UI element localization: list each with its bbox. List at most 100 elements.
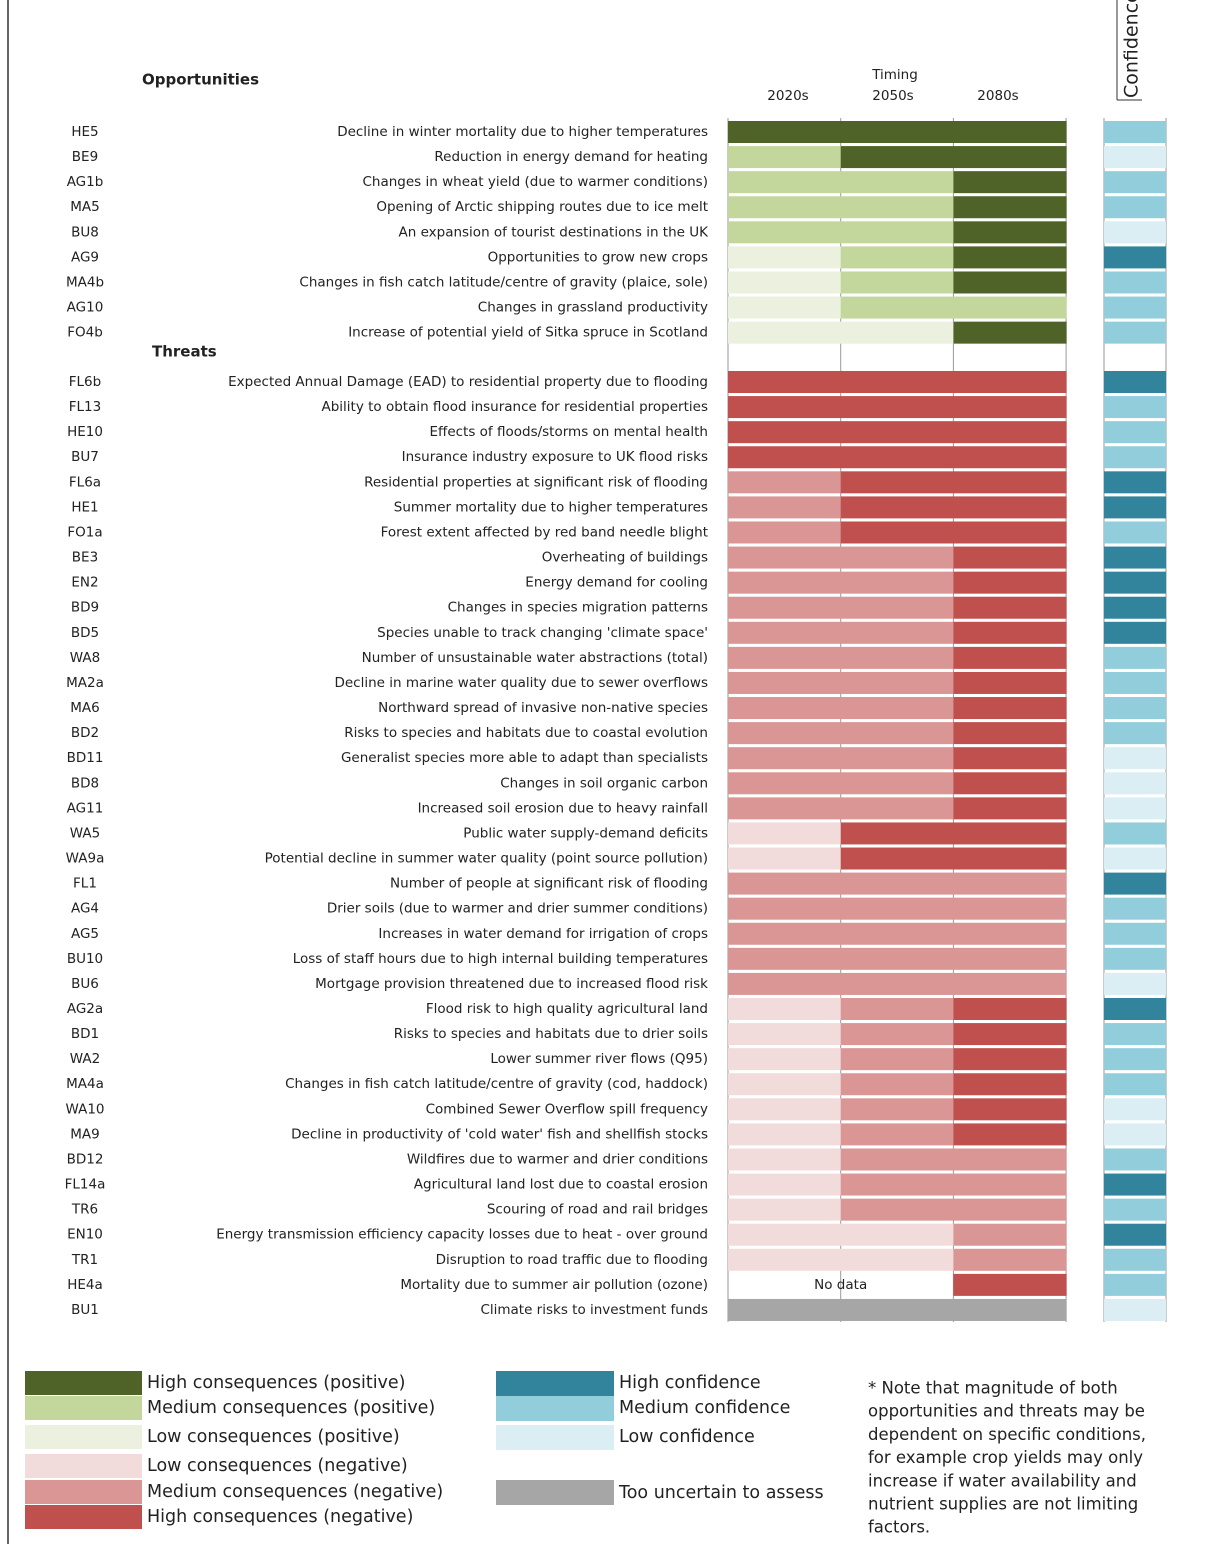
row-code: HE1 (71, 499, 98, 515)
timing-cell (840, 897, 954, 920)
legend-swatch (25, 1425, 142, 1449)
row-code: WA9a (66, 851, 105, 867)
timing-cell (953, 822, 1067, 845)
timing-cell (840, 998, 954, 1020)
legend-label: Low consequences (positive) (147, 1427, 400, 1447)
confidence-cell (1104, 171, 1166, 194)
timing-cell (953, 671, 1067, 694)
row-label: Increased soil erosion due to heavy rain… (418, 800, 708, 816)
row-label: Potential decline in summer water qualit… (265, 851, 708, 867)
legend-swatch (496, 1371, 614, 1396)
timing-cell (840, 1298, 954, 1321)
row-code: BD2 (71, 725, 99, 741)
timing-cell (953, 121, 1067, 143)
legend-label: Too uncertain to assess (618, 1483, 824, 1503)
confidence-cell (1104, 747, 1166, 770)
legend-label: Medium consequences (negative) (147, 1482, 443, 1502)
confidence-cell (1104, 847, 1166, 870)
timing-cell (953, 1248, 1067, 1271)
timing-cell (953, 922, 1067, 945)
timing-cell (840, 697, 954, 720)
timing-cell (840, 1023, 954, 1046)
timing-cell (728, 947, 842, 970)
timing-cell (840, 221, 954, 244)
row-code: FL6b (69, 374, 101, 390)
timing-cell (953, 1273, 1067, 1296)
timing-cell (728, 722, 842, 745)
timing-cell (728, 797, 842, 820)
row-code: BE3 (72, 550, 98, 566)
timing-cell (840, 471, 954, 494)
timing-heading: Timing (871, 67, 918, 83)
timing-cell (728, 772, 842, 795)
timing-cell (953, 246, 1067, 269)
timing-cell (728, 496, 842, 519)
timing-cell (953, 1023, 1067, 1046)
confidence-cell (1104, 1223, 1166, 1246)
row-code: FL14a (65, 1177, 106, 1193)
row-code: AG5 (71, 926, 99, 942)
row-code: BU7 (71, 449, 99, 465)
row-label: Changes in species migration patterns (448, 600, 708, 616)
row-code: FL13 (69, 399, 101, 415)
legend-label: Medium consequences (positive) (147, 1398, 435, 1418)
timing-cell (840, 922, 954, 945)
row-code: BD12 (67, 1151, 104, 1167)
timing-cell (728, 847, 842, 870)
confidence-cell (1104, 797, 1166, 820)
confidence-cell (1104, 521, 1166, 544)
timing-cell (840, 296, 954, 319)
timing-cell (728, 697, 842, 720)
timing-cell (840, 271, 954, 294)
confidence-cell (1104, 246, 1166, 269)
timing-cell (840, 1223, 954, 1246)
timing-cell (840, 671, 954, 694)
note-line: dependent on specific conditions, (868, 1425, 1146, 1444)
timing-cell (953, 772, 1067, 795)
row-code: BE9 (72, 149, 98, 165)
period-heading: 2080s (977, 88, 1018, 104)
confidence-cell (1104, 471, 1166, 494)
timing-cell (728, 121, 842, 143)
confidence-cell (1104, 671, 1166, 694)
timing-cell (728, 972, 842, 995)
row-label: Overheating of buildings (542, 550, 708, 566)
timing-cell (840, 772, 954, 795)
timing-cell (953, 221, 1067, 244)
row-code: BD9 (71, 600, 99, 616)
note-line: nutrient supplies are not limiting (868, 1495, 1138, 1514)
timing-cell (728, 646, 842, 669)
row-label: Generalist species more able to adapt th… (341, 750, 708, 766)
timing-cell (840, 1198, 954, 1221)
timing-cell (728, 396, 842, 419)
legend-swatch (496, 1425, 614, 1450)
timing-cell (840, 521, 954, 544)
timing-cell (840, 421, 954, 444)
timing-cell (953, 171, 1067, 194)
row-label: Forest extent affected by red band needl… (381, 524, 708, 540)
timing-cell (840, 621, 954, 644)
timing-cell (728, 421, 842, 444)
confidence-cell (1104, 972, 1166, 995)
row-code: BU10 (67, 951, 103, 967)
row-code: BU8 (71, 224, 99, 240)
row-code: MA6 (70, 700, 99, 716)
legend-swatch (496, 1480, 614, 1505)
timing-cell (728, 747, 842, 770)
timing-cell (840, 1248, 954, 1271)
row-label: Public water supply-demand deficits (463, 825, 708, 841)
row-label: Lower summer river flows (Q95) (490, 1051, 708, 1067)
timing-cell (728, 1248, 842, 1271)
row-label: Increase of potential yield of Sitka spr… (348, 325, 708, 341)
row-code: MA5 (70, 199, 99, 215)
row-label: Changes in soil organic carbon (500, 775, 708, 791)
row-code: AG2a (67, 1001, 103, 1017)
confidence-heading: Confidence (1121, 0, 1143, 98)
timing-cell (840, 747, 954, 770)
timing-cell (728, 146, 842, 169)
grid (727, 118, 1167, 1322)
note-line: factors. (868, 1518, 930, 1537)
timing-cell (953, 1123, 1067, 1146)
timing-cell (953, 396, 1067, 419)
row-code: BD5 (71, 625, 99, 641)
